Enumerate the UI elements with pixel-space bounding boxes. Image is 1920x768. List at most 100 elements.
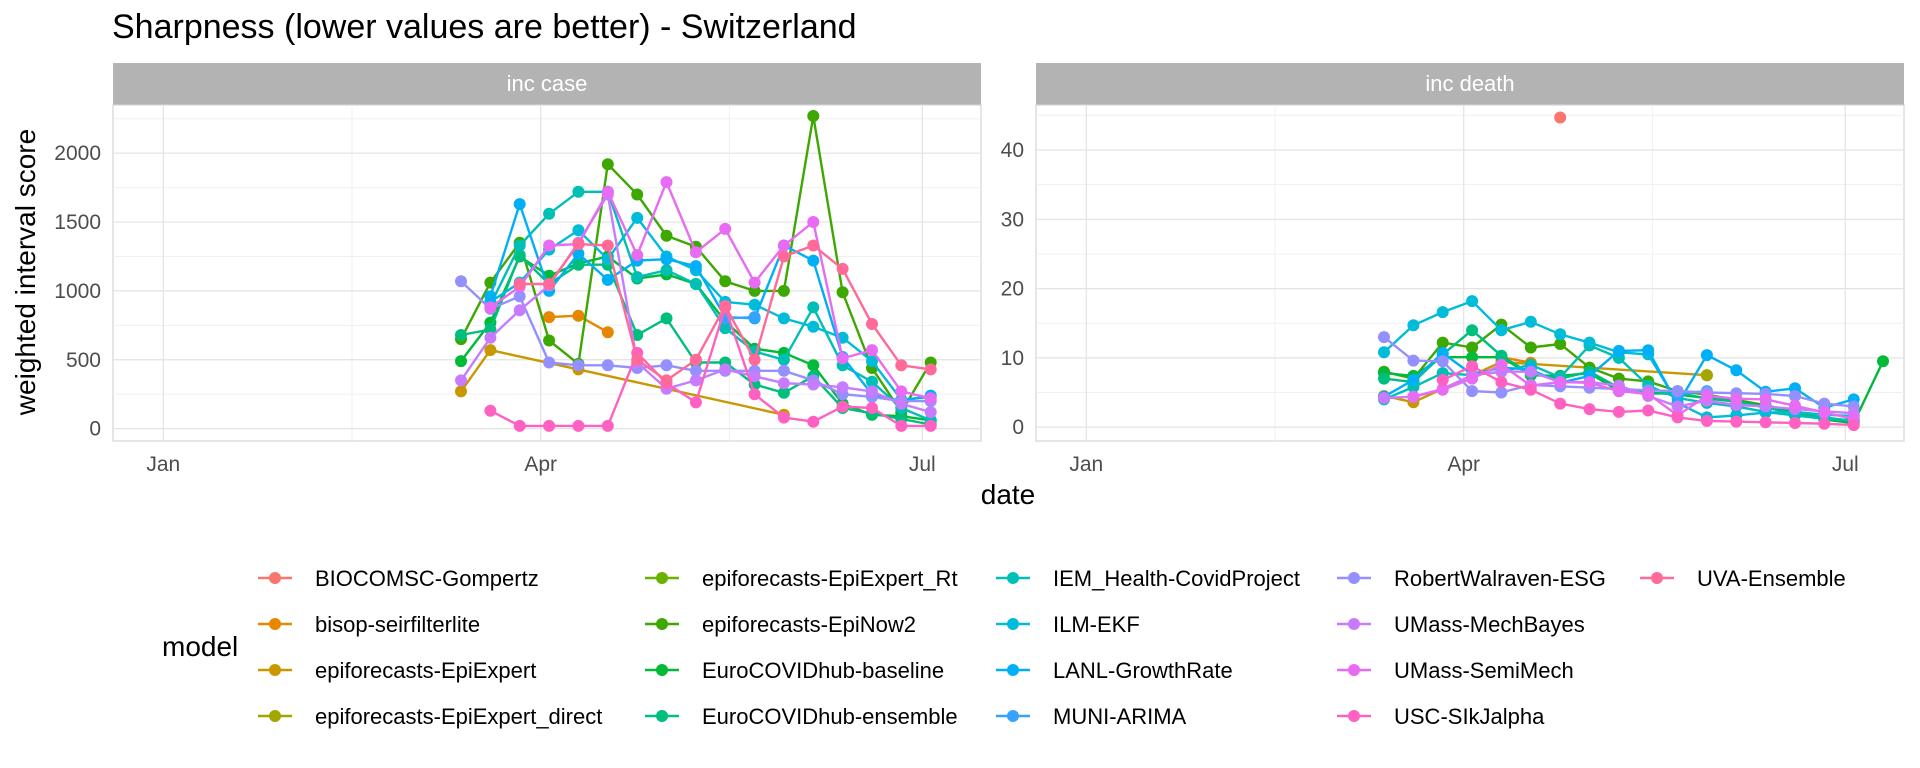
- data-point: [543, 207, 556, 220]
- data-point: [1583, 403, 1596, 416]
- data-point: [1378, 331, 1390, 344]
- data-point: [543, 356, 556, 369]
- major-grid: [1036, 105, 1904, 441]
- legend-item-muni-arima: MUNI-ARIMA: [996, 704, 1187, 729]
- legend-key-point: [269, 572, 281, 584]
- data-point: [836, 352, 849, 365]
- legend-key-point: [656, 664, 668, 676]
- data-point: [1495, 358, 1508, 371]
- series-layer: [455, 110, 937, 432]
- legend-item-biocomsc-gompertz: BIOCOMSC-Gompertz: [258, 566, 539, 591]
- legend-label: LANL-GrowthRate: [1053, 658, 1233, 683]
- x-tick-label: Apr: [1447, 453, 1480, 476]
- data-point: [807, 378, 820, 391]
- legend-label: RobertWalraven-ESG: [1394, 566, 1606, 591]
- y-tick-labels: 0 10 20 30 40: [1001, 139, 1024, 439]
- data-point: [660, 176, 673, 189]
- data-point: [1583, 376, 1596, 389]
- legend-item-lanl-growthrate: LANL-GrowthRate: [996, 658, 1233, 683]
- data-point: [572, 238, 585, 251]
- data-point: [777, 353, 790, 366]
- y-tick-label: 1500: [54, 211, 101, 234]
- series-line: [489, 216, 931, 401]
- y-tick-label: 0: [1012, 416, 1024, 439]
- data-point: [748, 276, 761, 289]
- data-point: [1789, 399, 1801, 412]
- data-point: [455, 355, 467, 368]
- data-point: [807, 254, 820, 267]
- series-usc-sikjalpha: [1436, 360, 1860, 432]
- y-tick-label: 1000: [54, 280, 101, 303]
- y-tick-label: 20: [1001, 278, 1024, 301]
- data-point: [513, 278, 526, 290]
- x-tick-label: Jan: [1069, 453, 1103, 476]
- data-point: [1818, 417, 1831, 430]
- data-point: [513, 198, 526, 211]
- series-epiforecasts-epiexpert-direct: [1700, 369, 1713, 382]
- legend-label: BIOCOMSC-Gompertz: [315, 566, 539, 591]
- legend-label: epiforecasts-EpiExpert_Rt: [702, 566, 958, 591]
- data-point: [572, 359, 585, 372]
- data-point: [513, 419, 526, 432]
- data-point: [719, 300, 732, 312]
- data-point: [1524, 315, 1537, 328]
- data-point: [601, 359, 614, 372]
- data-point: [689, 364, 702, 377]
- data-point: [543, 239, 556, 252]
- data-point: [689, 260, 702, 273]
- data-point: [484, 344, 497, 357]
- x-tick-label: Jan: [146, 453, 180, 476]
- panel-frame: [1035, 104, 1905, 442]
- series-biocomsc-gompertz: [1554, 111, 1567, 124]
- data-point: [1583, 336, 1596, 349]
- data-point: [1436, 355, 1449, 368]
- data-point: [1495, 324, 1508, 337]
- legend-label: EuroCOVIDhub-baseline: [702, 658, 944, 683]
- data-point: [1671, 400, 1684, 413]
- data-point: [601, 326, 614, 339]
- data-point: [777, 284, 790, 297]
- data-point: [748, 284, 761, 297]
- data-point: [777, 239, 790, 252]
- data-point: [1700, 349, 1713, 362]
- data-point: [601, 419, 614, 432]
- panel-inc-death: inc death 0 10 20 30 40 Jan Apr Jul: [1001, 63, 1905, 476]
- legend-label: USC-SIkJalpha: [1394, 704, 1545, 729]
- series-line: [489, 306, 931, 428]
- data-point: [866, 385, 878, 398]
- y-tick-label: 30: [1001, 208, 1024, 231]
- data-point: [513, 239, 526, 252]
- data-point: [924, 419, 937, 432]
- data-point: [866, 402, 878, 414]
- data-point: [631, 249, 644, 262]
- data-point: [1436, 347, 1449, 359]
- x-tick-label: Jul: [1832, 453, 1859, 476]
- data-point: [1554, 397, 1567, 410]
- legend-key-point: [1348, 572, 1360, 584]
- data-point: [689, 246, 702, 259]
- data-point: [866, 344, 878, 357]
- legend-item-bisop-seirfilterlite: bisop-seirfilterlite: [258, 612, 480, 637]
- data-point: [1378, 346, 1390, 359]
- data-point: [455, 374, 467, 387]
- data-point: [1436, 383, 1449, 396]
- data-point: [601, 273, 614, 286]
- data-point: [631, 353, 644, 366]
- data-point: [1759, 416, 1772, 429]
- data-point: [777, 386, 790, 399]
- legend-item-umass-semimech: UMass-SemiMech: [1337, 658, 1574, 683]
- data-point: [1466, 324, 1479, 337]
- legend: model BIOCOMSC-Gompertz bisop-seirfilterl…: [162, 566, 1846, 729]
- data-point: [719, 363, 732, 376]
- legend-item-epiforecasts-epiexpert: epiforecasts-EpiExpert: [258, 658, 536, 683]
- x-tick-labels: Jan Apr Jul: [146, 453, 935, 476]
- legend-key-point: [1348, 664, 1360, 676]
- legend-item-usc-sikjalpha: USC-SIkJalpha: [1337, 704, 1545, 729]
- data-point: [807, 239, 820, 252]
- legend-label: UVA-Ensemble: [1697, 566, 1846, 591]
- data-point: [660, 229, 673, 242]
- data-point: [836, 381, 849, 394]
- data-point: [631, 271, 644, 284]
- data-point: [1466, 385, 1479, 398]
